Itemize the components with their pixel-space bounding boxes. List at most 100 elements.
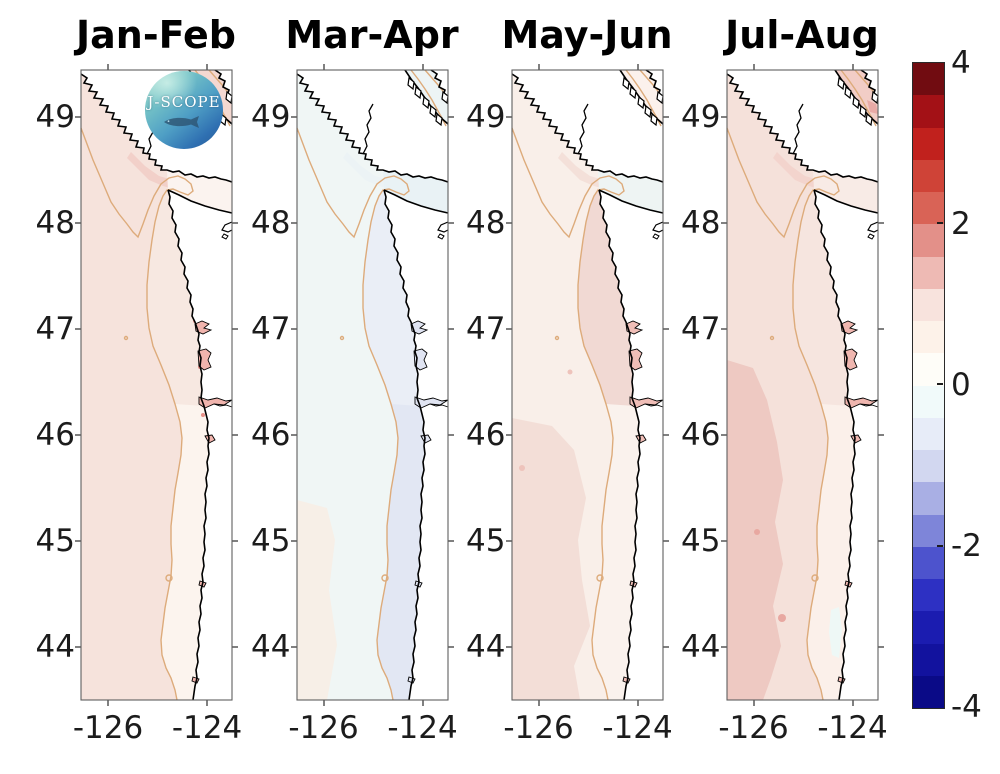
estuary [840, 320, 858, 335]
vancouver-island-land [511, 70, 663, 182]
lat-label-45-panel-3: 45 [466, 523, 506, 559]
lat-label-49-panel-3: 49 [466, 99, 506, 135]
lat-label-46-panel-4: 46 [681, 417, 721, 453]
lat-label-48-panel-3: 48 [466, 205, 506, 241]
colorbar-label--4: -4 [951, 689, 982, 725]
lat-label-48-panel-1: 48 [35, 205, 75, 241]
colorbar-segment-1 [913, 95, 944, 128]
shelf-band-south [161, 404, 209, 700]
island [864, 112, 873, 127]
lon-label--126-panel-1: -126 [72, 710, 144, 746]
lat-label-44-panel-1: 44 [35, 629, 75, 665]
estuary [849, 434, 862, 444]
coast-land [168, 190, 232, 700]
lat-label-45-panel-1: 45 [35, 523, 75, 559]
colorbar-segment-9 [913, 353, 944, 386]
map-panel-may-jun [505, 64, 669, 706]
strait-water [382, 170, 448, 213]
axis-ticks [505, 64, 669, 706]
colorbar-segment-5 [913, 224, 944, 257]
strait-water [167, 170, 232, 213]
estuary [625, 320, 643, 335]
jscope-logo: J-SCOPE [145, 71, 223, 149]
estuary [844, 396, 878, 409]
lon-label--126-panel-2: -126 [288, 710, 359, 746]
lat-label-45-panel-2: 45 [251, 523, 291, 559]
estuary [198, 396, 233, 409]
jscope-logo-text: J-SCOPE [147, 93, 221, 111]
lat-label-44-panel-3: 44 [466, 629, 506, 665]
island [836, 76, 845, 91]
offshore-anomaly-patch [296, 500, 337, 700]
strait-water [812, 170, 878, 213]
lat-label-46-panel-3: 46 [466, 417, 506, 453]
shelf-band-north [362, 188, 420, 422]
colorbar-tick--2 [937, 545, 943, 547]
lon-label--126-panel-4: -126 [718, 710, 789, 746]
fish-icon [164, 116, 199, 128]
coast-land [383, 190, 448, 700]
colorbar-tick-2 [937, 222, 943, 224]
columbia-river [213, 403, 233, 408]
colorbar-label-4: 4 [951, 45, 971, 81]
estuary [629, 396, 663, 409]
island [655, 90, 664, 105]
island [858, 104, 867, 119]
lat-label-47-panel-2: 47 [251, 311, 291, 347]
panel-title-jul-aug: Jul-Aug [725, 13, 879, 57]
island [421, 95, 430, 110]
lat-label-47-panel-4: 47 [681, 311, 721, 347]
estuary [410, 320, 428, 335]
lat-label-45-panel-4: 45 [681, 523, 721, 559]
island [428, 104, 437, 119]
map-panel-jan-feb [75, 64, 238, 706]
island [434, 112, 443, 127]
colorbar-segment-8 [913, 321, 944, 354]
vancouver-island-land [726, 70, 878, 182]
island [225, 90, 233, 105]
lat-label-44-panel-4: 44 [681, 629, 721, 665]
lat-label-47-panel-1: 47 [35, 311, 75, 347]
panel-title-jan-feb: Jan-Feb [76, 13, 236, 57]
shelf-band-south [591, 404, 640, 700]
estuary [414, 396, 448, 409]
panel-frame [510, 69, 664, 701]
axis-ticks [720, 64, 884, 706]
coast-land [598, 190, 663, 700]
colorbar-segment-11 [913, 417, 944, 450]
coast-land [813, 190, 878, 700]
panel-frame [725, 69, 879, 701]
panel-frame [295, 69, 449, 701]
island [440, 90, 449, 105]
island [851, 95, 860, 110]
colorbar-label-0: 0 [951, 367, 971, 403]
island [649, 112, 658, 127]
colorbar-segment-0 [913, 63, 944, 96]
colorbar-segment-2 [913, 127, 944, 160]
island [628, 85, 637, 100]
shelf-band-south [806, 404, 855, 700]
columbia-river [644, 403, 663, 408]
lat-label-49-panel-4: 49 [681, 99, 721, 135]
lon-label--124-panel-1: -124 [171, 710, 243, 746]
colorbar-segment-12 [913, 450, 944, 483]
island [636, 95, 645, 110]
colorbar-segment-14 [913, 514, 944, 547]
lat-label-48-panel-2: 48 [251, 205, 291, 241]
island [870, 90, 879, 105]
colorbar-segment-18 [913, 643, 944, 676]
colorbar-segment-19 [913, 675, 944, 708]
shelf-band-north [577, 188, 635, 422]
lon-label--124-panel-2: -124 [387, 710, 458, 746]
axis-ticks [290, 64, 454, 706]
lon-label--124-panel-3: -124 [602, 710, 673, 746]
panel-title-may-jun: May-Jun [501, 13, 673, 57]
island [406, 76, 415, 91]
colorbar-segment-16 [913, 579, 944, 612]
panel-frame [80, 69, 233, 701]
estuary [634, 434, 647, 444]
shelf-band-north [147, 188, 204, 422]
lat-label-49-panel-1: 49 [35, 99, 75, 135]
island [843, 85, 852, 100]
